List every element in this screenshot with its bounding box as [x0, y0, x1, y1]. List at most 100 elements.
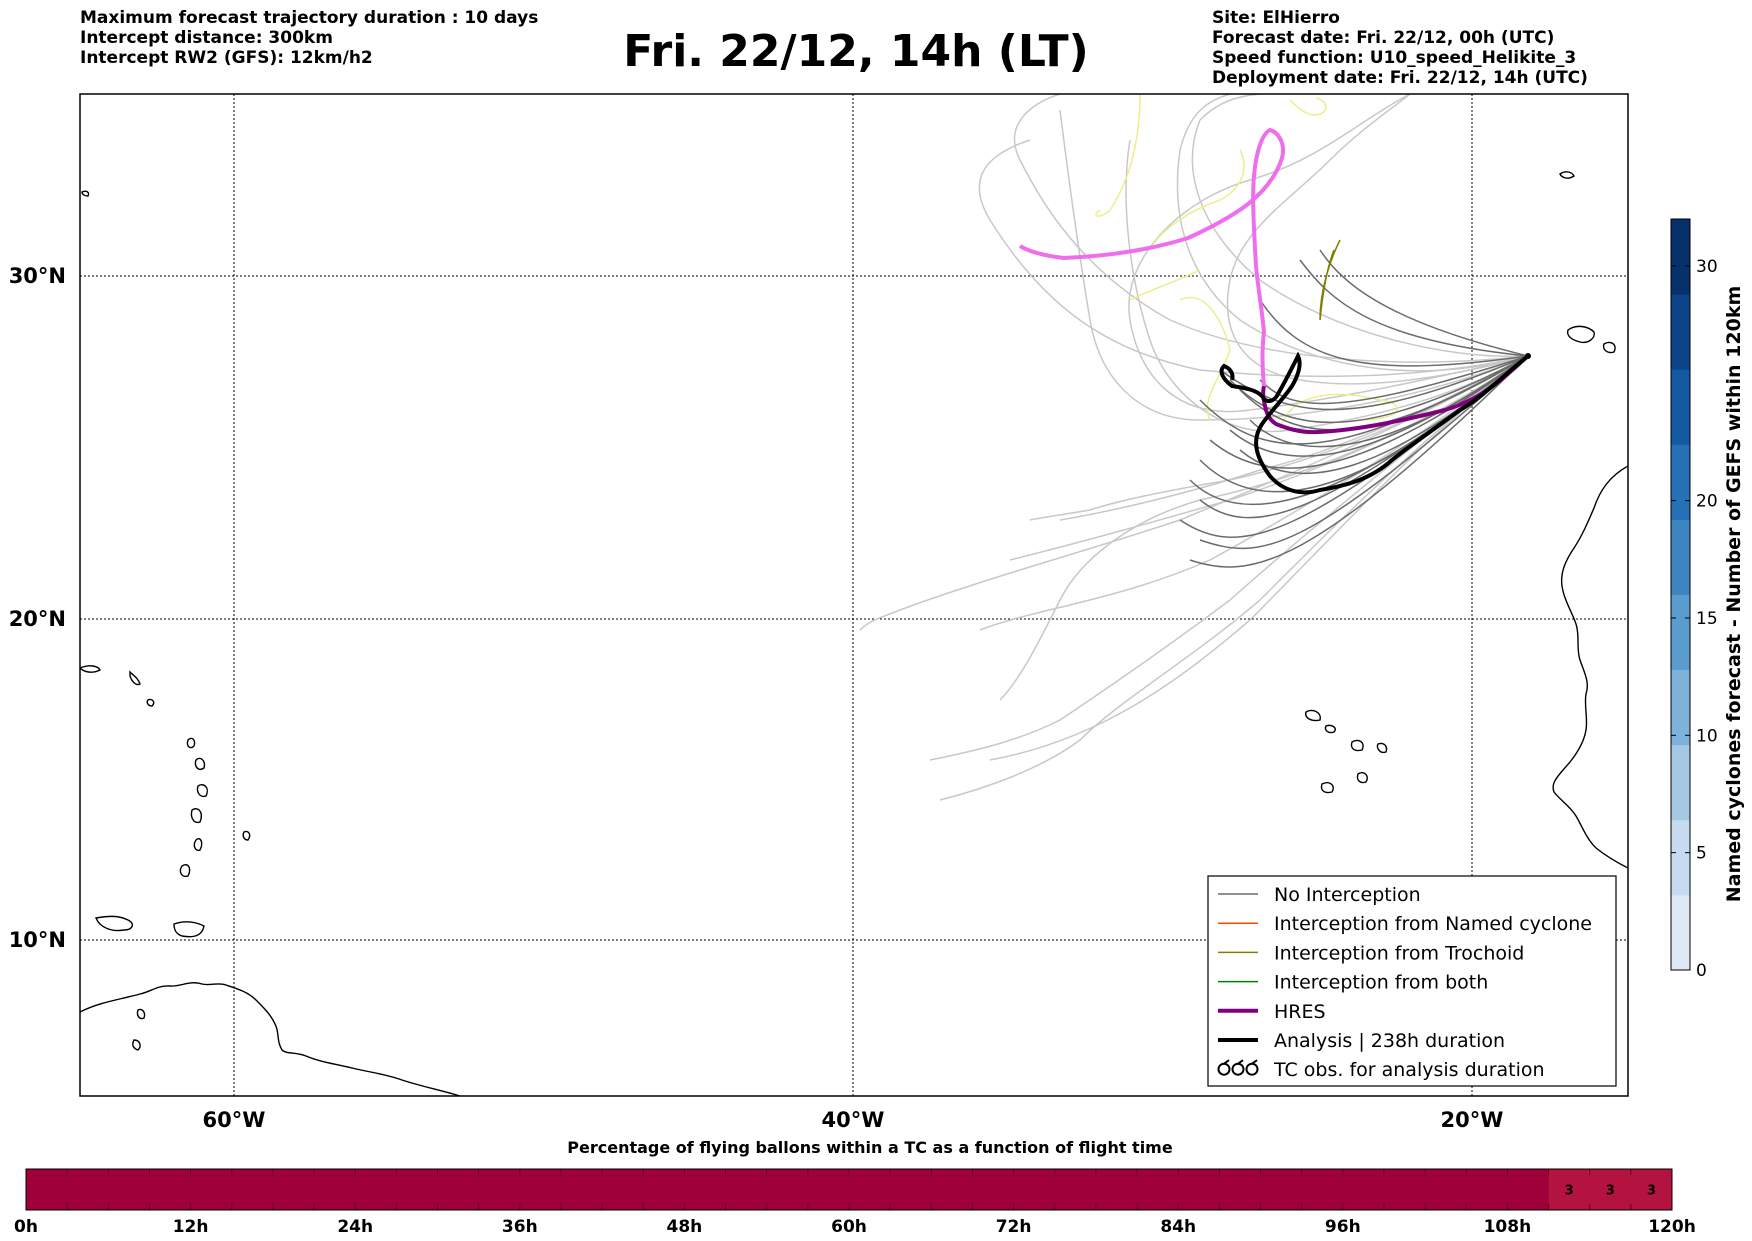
ensemble-track-13 — [1029, 355, 1529, 521]
lon-label-20w: 20°W — [1441, 1108, 1504, 1132]
flight-bar-annotation: 3 — [1565, 1184, 1574, 1199]
africa-coast — [1552, 465, 1628, 869]
colorbar-cell — [1671, 519, 1690, 595]
lesser-antilles-3 — [196, 784, 208, 798]
longitude-labels: 60°W 40°W 20°W — [203, 1108, 1504, 1132]
colorbar-cell — [1671, 444, 1690, 520]
analysis-track — [1219, 351, 1530, 495]
ensemble-track-5 — [978, 139, 1529, 378]
yellow-track-3 — [1129, 269, 1201, 301]
lat-label-10n: 10°N — [9, 928, 66, 952]
cape-verde-1 — [1305, 709, 1321, 722]
flight-bar-title: Percentage of flying ballons within a TC… — [567, 1138, 1173, 1157]
south-america-coast — [80, 982, 461, 1096]
colorbar-tick-label: 10 — [1696, 726, 1718, 746]
lesser-antilles-2 — [194, 757, 206, 770]
colorbar-tick-label: 5 — [1696, 844, 1707, 864]
flight-bar-tick-label: 96h — [1325, 1217, 1361, 1237]
flight-bar-tick-label: 72h — [996, 1217, 1032, 1237]
flight-bar-tick-label: 108h — [1484, 1217, 1532, 1237]
lesser-antilles-4 — [190, 808, 202, 824]
colorbar-tick-label: 0 — [1696, 961, 1707, 981]
no-interception-track-12 — [1259, 299, 1529, 367]
tc-obs-tail — [1251, 1059, 1258, 1065]
param-intercept-rw2: Intercept RW2 (GFS): 12km/h2 — [80, 48, 373, 68]
cape-verde-2 — [1324, 724, 1336, 734]
colorbar-cell — [1671, 594, 1690, 671]
tobago — [132, 1039, 141, 1051]
cape-verde-6 — [1356, 772, 1368, 784]
ensemble-track-7 — [1191, 94, 1529, 358]
lesser-antilles-6 — [179, 864, 191, 878]
trochoid-track — [1319, 239, 1341, 321]
colorbar-tick-label: 20 — [1696, 492, 1718, 512]
legend-item: No Interception — [1218, 884, 1421, 906]
cape-verde-3 — [1350, 739, 1364, 752]
colorbar-cell — [1671, 819, 1690, 896]
ensemble-track-2 — [929, 355, 1529, 761]
legend-label: Interception from both — [1274, 972, 1488, 994]
flight-bar-tick-label: 48h — [667, 1217, 703, 1237]
ensemble-track-6 — [1013, 94, 1529, 363]
speed-function: Speed function: U10_speed_Helikite_3 — [1212, 48, 1577, 68]
ensemble-track-9 — [1125, 139, 1529, 433]
deployment-date: Deployment date: Fri. 22/12, 14h (UTC) — [1212, 68, 1588, 88]
hres-track-late — [1018, 127, 1285, 387]
latitude-labels: 10°N 20°N 30°N — [9, 264, 66, 952]
small-isle-a — [146, 698, 155, 707]
legend-item: Interception from Trochoid — [1218, 942, 1524, 964]
page-title: Fri. 22/12, 14h (LT) — [623, 26, 1089, 77]
legend-label: Analysis | 238h duration — [1274, 1030, 1505, 1052]
flight-bar-tick-label: 60h — [831, 1217, 867, 1237]
flight-bar-tick-label: 12h — [173, 1217, 209, 1237]
param-intercept-distance: Intercept distance: 300km — [80, 28, 333, 48]
no-interception-track-15 — [1199, 355, 1529, 550]
site-name: Site: ElHierro — [1212, 8, 1340, 28]
no-interception-track-17 — [1259, 355, 1529, 405]
no-interception-track-14 — [1319, 249, 1529, 357]
colorbar: 0 5 10 15 20 30 Named cyclones forecast - Num… — [1670, 218, 1745, 981]
colorbar-cell — [1671, 894, 1690, 971]
flight-bar-tick-label: 0h — [14, 1217, 38, 1237]
colorbar-tick-label: 15 — [1696, 609, 1718, 629]
legend-label: HRES — [1274, 1001, 1326, 1023]
flight-bar-tick-label: 36h — [502, 1217, 538, 1237]
tc-obs-tail — [1237, 1059, 1244, 1065]
lesser-antilles-1 — [186, 737, 196, 749]
yellow-track-4 — [1289, 97, 1327, 116]
cape-verde-5 — [1320, 782, 1334, 794]
trinidad — [173, 921, 205, 938]
yellow-track-2 — [1149, 149, 1245, 251]
flight-bar-tick-label: 84h — [1160, 1217, 1196, 1237]
colorbar-label: Named cyclones forecast - Number of GEFS… — [1723, 286, 1745, 903]
madeira — [1559, 171, 1575, 179]
ensemble-track-12 — [859, 355, 1529, 631]
colorbar-cell — [1671, 294, 1690, 370]
legend-item: Interception from Named cyclone — [1218, 913, 1592, 935]
lon-label-60w: 60°W — [203, 1108, 266, 1132]
no-interception-track-16 — [1189, 355, 1529, 568]
ensemble-track-14 — [1176, 94, 1529, 372]
colorbar-frame — [1670, 218, 1691, 971]
hres-track-early — [1261, 354, 1530, 435]
legend-item: TC obs. for analysis duration — [1217, 1059, 1545, 1081]
colorbar-tick-label: 30 — [1696, 257, 1718, 277]
lat-label-20n: 20°N — [9, 607, 66, 631]
grenada — [136, 1008, 146, 1020]
ensemble-track-1 — [979, 355, 1529, 631]
small-isle-b — [242, 830, 251, 841]
no-interception-track-3 — [1199, 355, 1529, 445]
flight-bar-tick-label: 24h — [337, 1217, 373, 1237]
forecast-parameters: Maximum forecast trajectory duration : 1… — [80, 8, 538, 68]
site-info: Site: ElHierro Forecast date: Fri. 22/12… — [1212, 8, 1588, 88]
yellow-track-5 — [1095, 94, 1141, 217]
no-interception-track-1 — [1229, 355, 1529, 424]
flight-bar-fill-tail — [1548, 1169, 1672, 1210]
legend-item: HRES — [1218, 1001, 1326, 1023]
colorbar-cell — [1671, 369, 1690, 445]
cape-verde-4 — [1376, 742, 1388, 754]
forecast-date: Forecast date: Fri. 22/12, 00h (UTC) — [1212, 28, 1555, 48]
ensemble-track-11 — [939, 355, 1529, 801]
graticule — [80, 94, 1628, 1096]
